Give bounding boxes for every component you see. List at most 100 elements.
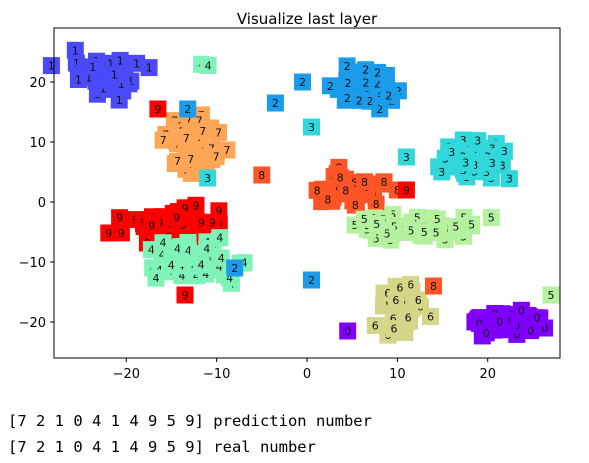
tsne-scatter-chart: Visualize last layer 1111111111111111111…	[19, 10, 561, 382]
prediction-output-line: [7 2 1 0 4 1 4 9 5 9] prediction number	[8, 412, 372, 430]
point-label: 4	[193, 270, 200, 283]
point-marker	[425, 277, 442, 295]
point-marker	[179, 100, 197, 118]
point-label: 5	[364, 223, 371, 236]
point-marker	[207, 148, 225, 166]
point-marker	[168, 209, 186, 226]
point-label: 8	[258, 169, 265, 182]
point-label: 7	[186, 113, 193, 126]
point-label: 2	[345, 77, 352, 90]
point-label: 4	[218, 252, 225, 265]
data-point: 3	[443, 143, 461, 161]
point-label: 6	[396, 282, 403, 295]
point-marker	[303, 118, 320, 136]
point-label: 5	[361, 213, 368, 226]
point-label: 4	[168, 259, 175, 272]
point-label: 5	[407, 225, 414, 238]
point-marker	[199, 56, 217, 74]
point-label: 3	[438, 166, 445, 179]
point-label: 6	[391, 323, 398, 336]
point-label: 6	[392, 294, 399, 307]
data-point: 6	[387, 291, 405, 309]
point-marker	[194, 122, 212, 140]
data-point: 0	[512, 301, 530, 319]
data-point: 2	[294, 73, 311, 91]
point-label: 2	[375, 87, 382, 100]
point-marker	[177, 129, 195, 147]
data-point: 5	[463, 215, 481, 233]
point-label: 4	[226, 272, 233, 285]
point-label: 2	[374, 77, 381, 90]
point-marker	[482, 209, 500, 227]
point-label: 0	[541, 322, 548, 335]
point-marker	[266, 94, 284, 112]
data-point: 2	[357, 61, 375, 79]
point-label: 2	[356, 94, 363, 107]
point-marker	[375, 173, 393, 191]
data-point: 2	[303, 271, 320, 289]
data-point: 3	[469, 132, 487, 150]
point-label: 2	[363, 76, 370, 89]
data-point: 7	[177, 129, 195, 147]
data-point: 8	[346, 196, 364, 214]
point-label: 8	[342, 185, 349, 198]
point-label: 0	[534, 312, 541, 325]
point-label: 5	[421, 226, 428, 239]
point-marker	[149, 100, 167, 118]
point-marker	[199, 169, 217, 187]
point-label: 2	[395, 85, 402, 98]
point-label: 3	[204, 172, 211, 185]
data-point: 2	[266, 94, 284, 112]
point-label: 1	[118, 78, 125, 91]
point-label: 3	[489, 157, 496, 170]
point-label: 7	[213, 151, 220, 164]
point-label: 9	[182, 202, 189, 215]
point-label: 1	[72, 44, 79, 57]
point-label: 5	[373, 218, 380, 231]
point-marker	[111, 209, 129, 227]
y-tick-label: −20	[19, 316, 46, 331]
point-label: 5	[414, 212, 421, 225]
data-point: 5	[355, 210, 373, 228]
point-label: 9	[173, 212, 180, 225]
x-axis: −20 −10 0 10 20	[113, 358, 496, 382]
data-point: 2	[321, 77, 339, 95]
point-label: 9	[403, 184, 410, 197]
data-point: 8	[367, 195, 385, 213]
point-marker	[339, 322, 357, 340]
data-point: 1	[105, 66, 123, 84]
data-point: 9	[143, 217, 161, 234]
data-point: 1	[42, 57, 60, 75]
point-label: 3	[448, 146, 455, 159]
data-point: 8	[308, 181, 326, 199]
real-output-line: [7 2 1 0 4 1 4 9 5 9] real number	[8, 438, 316, 456]
x-tick-label: 20	[479, 367, 496, 382]
point-marker	[477, 324, 495, 342]
point-label: 5	[389, 209, 396, 222]
x-tick-label: −20	[113, 367, 140, 382]
data-point: 4	[211, 229, 229, 247]
data-point: 0	[528, 309, 546, 327]
point-label: 7	[224, 144, 231, 157]
point-marker	[42, 57, 60, 75]
data-point: 5	[415, 223, 433, 241]
point-marker	[303, 271, 320, 289]
data-point: 3	[457, 154, 475, 172]
point-label: 0	[513, 319, 520, 332]
data-point: 6	[399, 308, 417, 326]
point-marker	[100, 224, 118, 242]
data-point: 9	[193, 214, 210, 232]
data-point: 7	[210, 123, 227, 141]
points-layer: 1111111111111111111111111111111111111111…	[42, 41, 560, 345]
point-label: 8	[324, 194, 331, 207]
point-label: 8	[430, 280, 437, 293]
data-point: 2	[226, 259, 244, 277]
point-label: 9	[198, 217, 205, 230]
point-label: 6	[372, 320, 379, 333]
x-tick-label: 0	[303, 367, 311, 382]
point-marker	[105, 66, 123, 84]
data-point: 1	[66, 41, 84, 59]
point-marker	[500, 170, 518, 188]
y-tick-label: 20	[29, 76, 46, 91]
point-marker	[192, 256, 210, 274]
